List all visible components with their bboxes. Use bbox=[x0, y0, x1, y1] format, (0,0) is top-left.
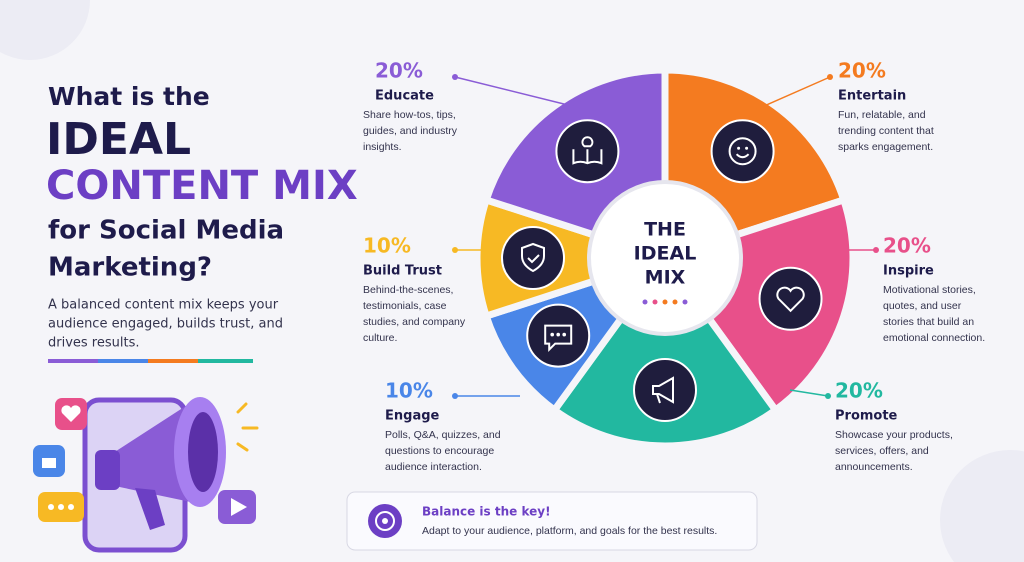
center-dot bbox=[662, 299, 668, 305]
title-line: IDEAL bbox=[46, 114, 191, 165]
description-line: culture. bbox=[363, 332, 397, 344]
title-line: Marketing? bbox=[48, 253, 212, 283]
connector bbox=[754, 76, 831, 111]
description-line: Behind-the-scenes, bbox=[363, 284, 453, 296]
icon bbox=[544, 324, 573, 353]
category-label: Inspire bbox=[883, 264, 934, 279]
icon bbox=[745, 146, 749, 150]
description-line: guides, and industry bbox=[363, 125, 458, 137]
value-label: 20% bbox=[838, 59, 886, 83]
subtitle-line: drives results. bbox=[48, 336, 140, 351]
connector-dot bbox=[825, 393, 831, 399]
icon bbox=[652, 376, 674, 404]
description-line: Motivational stories, bbox=[883, 284, 976, 296]
icon bbox=[776, 286, 805, 313]
connector-dot bbox=[452, 393, 458, 399]
description-line: questions to encourage bbox=[385, 445, 494, 457]
category-label: Promote bbox=[835, 409, 898, 424]
center-dot bbox=[642, 299, 648, 305]
deco-circle bbox=[940, 450, 1024, 562]
value-label: 20% bbox=[835, 379, 883, 403]
center-label: THE bbox=[644, 219, 686, 241]
icon bbox=[521, 242, 545, 273]
description-line: Polls, Q&A, quizzes, and bbox=[385, 429, 501, 441]
connector-dot bbox=[452, 247, 458, 253]
callout: Balance is the key! Adapt to your audien… bbox=[346, 491, 758, 551]
callout-title: Balance is the key! bbox=[422, 505, 551, 519]
category-label: Educate bbox=[375, 89, 434, 104]
center-circle bbox=[587, 180, 743, 336]
center-label: IDEAL bbox=[634, 243, 697, 265]
description-line: Fun, relatable, and bbox=[838, 109, 926, 121]
connector-dot bbox=[873, 247, 879, 253]
center-dot bbox=[652, 299, 658, 305]
center-dot bbox=[682, 299, 688, 305]
title-line: CONTENT MIX bbox=[46, 163, 358, 209]
description-line: stories that build an bbox=[883, 316, 974, 328]
description-line: sparks engagement. bbox=[838, 141, 933, 153]
segment-icon bbox=[633, 358, 697, 422]
megaphone-illustration bbox=[33, 397, 259, 553]
segment-icon bbox=[501, 226, 565, 290]
description-line: testimonials, case bbox=[363, 300, 447, 312]
subtitle-line: audience engaged, builds trust, and bbox=[48, 317, 283, 332]
callout-box bbox=[346, 491, 758, 551]
icon bbox=[737, 146, 741, 150]
icon bbox=[735, 153, 750, 159]
icon bbox=[550, 332, 555, 337]
icon bbox=[562, 332, 567, 337]
center-label: MIX bbox=[645, 267, 686, 289]
description-line: studies, and company bbox=[363, 316, 466, 328]
description-line: trending content that bbox=[838, 125, 934, 137]
description-line: audience interaction. bbox=[385, 461, 482, 473]
connector-dot bbox=[452, 74, 458, 80]
divider bbox=[48, 359, 253, 363]
segment-icon bbox=[758, 266, 823, 331]
description-line: announcements. bbox=[835, 461, 913, 473]
icon bbox=[556, 332, 561, 337]
deco-circle bbox=[0, 0, 90, 60]
value-label: 20% bbox=[883, 234, 931, 258]
subtitle-line: A balanced content mix keeps your bbox=[48, 298, 279, 313]
segment-icon bbox=[710, 119, 775, 184]
title-line: What is the bbox=[48, 82, 210, 111]
callout-text: Adapt to your audience, platform, and go… bbox=[422, 525, 717, 537]
title-line: for Social Media bbox=[48, 216, 284, 246]
description-line: quotes, and user bbox=[883, 300, 962, 312]
description-line: Share how-tos, tips, bbox=[363, 109, 456, 121]
callout-icon bbox=[382, 518, 388, 524]
category-label: Engage bbox=[385, 409, 440, 424]
value-label: 10% bbox=[385, 379, 433, 403]
connector-dot bbox=[827, 74, 833, 80]
description-line: insights. bbox=[363, 141, 402, 153]
value-label: 10% bbox=[363, 234, 411, 258]
callout-icon bbox=[375, 511, 395, 531]
description-line: emotional connection. bbox=[883, 332, 985, 344]
center-dot bbox=[672, 299, 678, 305]
value-label: 20% bbox=[375, 59, 423, 83]
category-label: Build Trust bbox=[363, 264, 442, 279]
icon bbox=[572, 136, 603, 165]
category-label: Entertain bbox=[838, 89, 906, 104]
connector bbox=[789, 389, 829, 397]
icon bbox=[728, 137, 757, 166]
description-line: Showcase your products, bbox=[835, 429, 953, 441]
connector bbox=[454, 76, 581, 109]
description-line: services, offers, and bbox=[835, 445, 929, 457]
